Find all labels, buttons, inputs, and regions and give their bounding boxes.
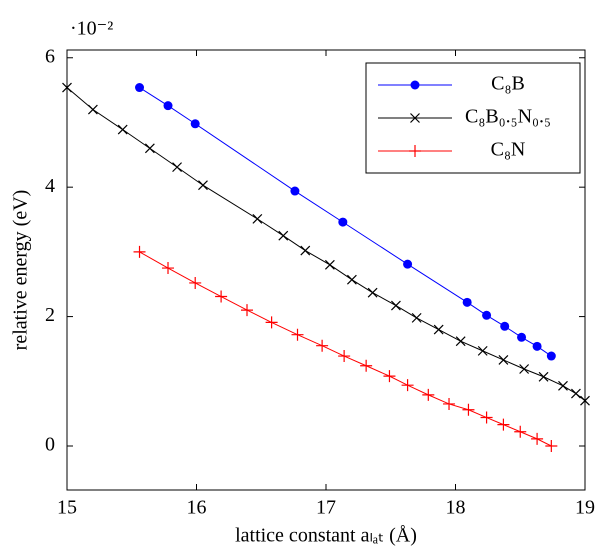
y-tick-label: 2 xyxy=(45,304,55,326)
point xyxy=(443,397,456,410)
point xyxy=(410,113,420,123)
point xyxy=(241,304,254,317)
point xyxy=(558,380,568,391)
y-tick-label: 6 xyxy=(45,45,55,67)
plot-frame xyxy=(66,49,586,491)
point xyxy=(172,162,182,173)
point xyxy=(531,432,544,445)
point xyxy=(162,262,175,275)
point xyxy=(163,101,173,111)
point xyxy=(190,119,200,129)
x-tick-label: 15 xyxy=(57,497,77,519)
point xyxy=(546,351,556,361)
point xyxy=(144,143,155,154)
point xyxy=(189,276,202,289)
point xyxy=(480,411,493,424)
y-axis-label: relative energy (eV) xyxy=(10,190,32,351)
x-tick-label: 16 xyxy=(187,497,207,519)
point xyxy=(198,180,208,191)
point xyxy=(401,379,414,392)
point xyxy=(498,355,509,365)
point xyxy=(316,339,329,352)
point xyxy=(87,104,98,115)
point xyxy=(252,213,263,224)
point xyxy=(278,230,289,241)
y-tick-label: 4 xyxy=(45,175,55,197)
x-tick-label: 19 xyxy=(575,497,595,519)
legend-label: C₈N xyxy=(491,139,526,161)
y-tick-label: 0 xyxy=(45,434,55,456)
legend-label: C₈B xyxy=(491,73,525,95)
point xyxy=(514,425,527,438)
point xyxy=(215,290,228,303)
point xyxy=(135,83,145,93)
point xyxy=(409,145,421,157)
point xyxy=(462,297,472,307)
point xyxy=(410,80,420,90)
x-axis-label: lattice constant aₗₐₜ (Å) xyxy=(235,525,417,547)
point xyxy=(455,336,466,347)
point xyxy=(324,259,335,270)
point xyxy=(117,124,128,135)
point xyxy=(290,186,300,196)
point xyxy=(519,364,530,374)
x-tick-label: 18 xyxy=(446,497,466,519)
y-multiplier: ·10⁻² xyxy=(70,18,113,40)
x-tick-label: 17 xyxy=(316,497,336,519)
point xyxy=(367,287,378,298)
point xyxy=(538,371,549,382)
point xyxy=(403,259,413,269)
point xyxy=(482,310,492,320)
series-line xyxy=(139,251,552,447)
point xyxy=(532,341,542,351)
point xyxy=(422,388,435,401)
point xyxy=(545,440,558,452)
point xyxy=(383,370,396,383)
point xyxy=(133,245,146,258)
legend-label: C₈B₀.₅N₀.₅ xyxy=(465,106,551,128)
point xyxy=(411,312,422,323)
point xyxy=(433,324,444,335)
point xyxy=(338,350,351,363)
point xyxy=(497,418,510,431)
point xyxy=(360,359,373,372)
point xyxy=(346,274,357,285)
point xyxy=(571,388,581,399)
point xyxy=(291,328,304,341)
point xyxy=(517,332,527,342)
point xyxy=(391,300,401,311)
point xyxy=(338,217,348,227)
point xyxy=(265,316,278,329)
point xyxy=(300,245,311,256)
point xyxy=(477,345,488,356)
point xyxy=(500,321,510,331)
point xyxy=(462,403,475,416)
